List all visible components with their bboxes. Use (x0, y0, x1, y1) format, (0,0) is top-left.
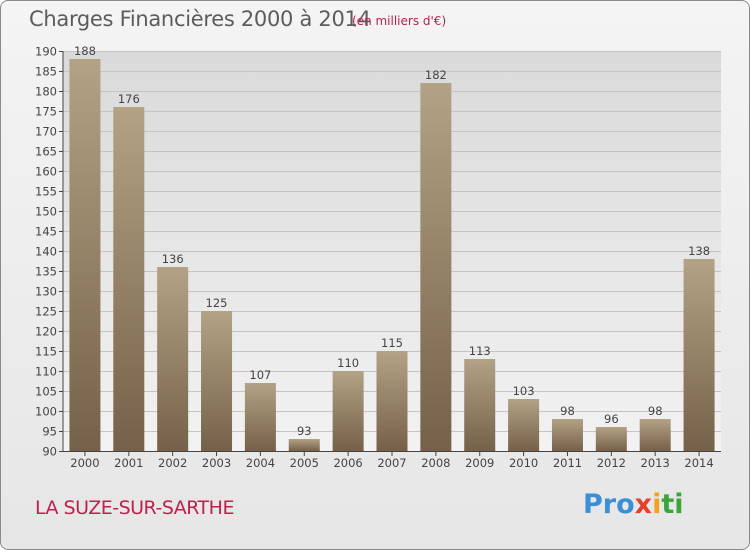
bar-value-label: 115 (381, 336, 403, 350)
x-tick-label: 2010 (509, 456, 538, 470)
y-tick-label: 110 (35, 365, 57, 379)
bar (332, 371, 364, 451)
x-tick-label: 2009 (465, 456, 494, 470)
bar-value-label: 110 (337, 356, 359, 370)
x-tick-label: 2008 (421, 456, 450, 470)
bar-value-label: 182 (425, 68, 447, 82)
bar-value-label: 188 (74, 44, 96, 58)
bar-value-label: 136 (162, 252, 184, 266)
x-axis-ticks: 2000 2001 2002 2003 2004 2005 2006 2007 2008 2009… (70, 451, 714, 470)
bar (595, 427, 627, 451)
bar-value-label: 107 (249, 368, 271, 382)
y-tick-label: 140 (35, 245, 57, 259)
y-tick-label: 155 (35, 185, 57, 199)
bar (69, 59, 101, 451)
commune-name: LA SUZE-SUR-SARTHE (35, 497, 234, 519)
x-tick-label: 2011 (553, 456, 582, 470)
x-tick-label: 2006 (333, 456, 362, 470)
bar (113, 107, 145, 451)
bar (551, 419, 583, 451)
x-tick-label: 2012 (597, 456, 626, 470)
bar (244, 383, 276, 451)
bar (201, 311, 233, 451)
x-tick-label: 2001 (114, 456, 143, 470)
bar-value-label: 176 (118, 92, 140, 106)
bar (288, 439, 320, 451)
x-tick-label: 2004 (246, 456, 275, 470)
y-tick-label: 175 (35, 105, 57, 119)
bar-value-label: 113 (469, 344, 491, 358)
bar (464, 359, 496, 451)
bar (157, 267, 189, 451)
chart-title: Charges Financières 2000 à 2014 (29, 7, 371, 31)
bar-value-label: 93 (297, 424, 312, 438)
bar-value-label: 98 (648, 404, 663, 418)
y-tick-label: 130 (35, 285, 57, 299)
bars: 188 176 136 125 107 93 110 115 182 113 103 98 96 98 13… (69, 44, 715, 451)
y-tick-label: 105 (35, 385, 57, 399)
y-tick-label: 185 (35, 65, 57, 79)
y-tick-label: 135 (35, 265, 57, 279)
y-tick-label: 180 (35, 85, 57, 99)
x-tick-label: 2013 (641, 456, 670, 470)
x-tick-label: 2000 (70, 456, 99, 470)
x-tick-label: 2014 (684, 456, 713, 470)
x-tick-label: 2007 (377, 456, 406, 470)
y-tick-label: 100 (35, 405, 57, 419)
y-axis-ticks: 90 95 100 105 110 115 120 125 130 135 140 145 150 155… (35, 45, 63, 459)
bar (420, 83, 452, 451)
bar-value-label: 96 (604, 412, 619, 426)
bar (683, 259, 715, 451)
x-tick-label: 2003 (202, 456, 231, 470)
proxiti-logo: Proxiti (583, 489, 684, 520)
bar (508, 399, 540, 451)
bar-value-label: 98 (560, 404, 575, 418)
bar (376, 351, 408, 451)
bar-value-label: 103 (513, 384, 535, 398)
bar-value-label: 138 (688, 244, 710, 258)
bar-value-label: 125 (206, 296, 228, 310)
x-tick-label: 2002 (158, 456, 187, 470)
y-tick-label: 160 (35, 165, 57, 179)
y-tick-label: 145 (35, 225, 57, 239)
y-tick-label: 125 (35, 305, 57, 319)
y-tick-label: 90 (42, 445, 57, 459)
y-tick-label: 150 (35, 205, 57, 219)
y-tick-label: 95 (42, 425, 57, 439)
bar (639, 419, 671, 451)
y-tick-label: 115 (35, 345, 57, 359)
y-tick-label: 120 (35, 325, 57, 339)
x-tick-label: 2005 (290, 456, 319, 470)
y-tick-label: 170 (35, 125, 57, 139)
y-tick-label: 190 (35, 45, 57, 59)
chart-subtitle: (en milliers d'€) (352, 14, 447, 28)
y-tick-label: 165 (35, 145, 57, 159)
